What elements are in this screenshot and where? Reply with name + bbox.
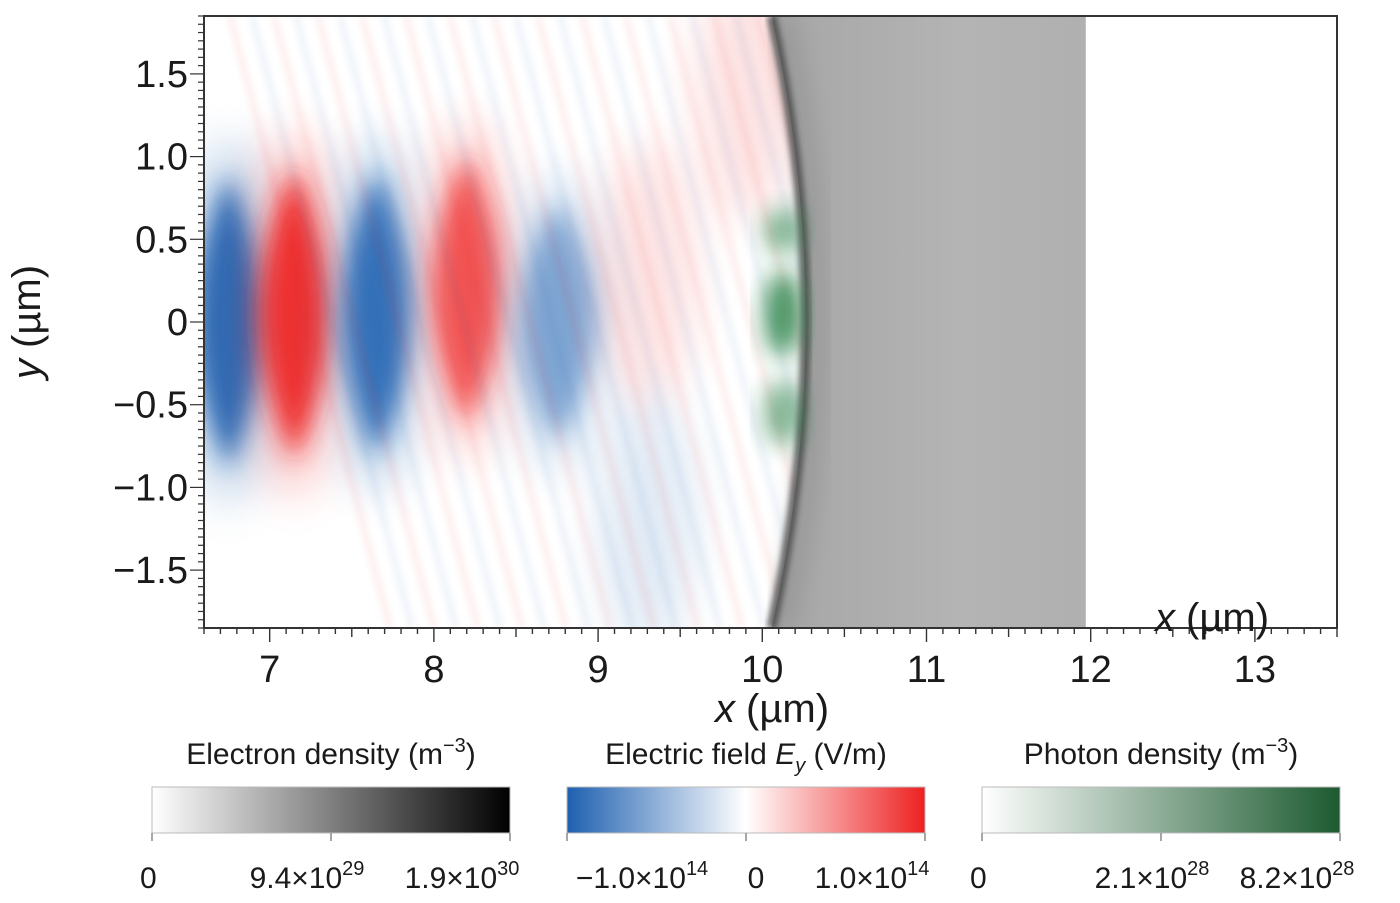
plot-area: 7 8 9 10 11 12 13 1.5 1.0 0.5 0 −0.5 −1.0 −1.5: [113, 15, 1338, 691]
field-texture-stripe: [512, 16, 680, 628]
y-tick-label: −1.0: [113, 467, 188, 509]
field-texture-stripe: [468, 16, 636, 628]
colorbar-tick-label: 2.1×1028: [1095, 858, 1210, 895]
field-texture-stripe: [292, 16, 460, 628]
colorbar-tick-label: 0: [748, 862, 765, 895]
x-axis-ticks: [203, 628, 1338, 642]
field-texture-stripe: [490, 16, 658, 628]
field-texture-stripe: [380, 16, 548, 628]
x-tick-label: 13: [1234, 649, 1276, 691]
field-texture-stripe: [644, 16, 812, 628]
x-tick-label: 11: [907, 649, 946, 691]
field-texture-stripe: [622, 16, 790, 628]
x-tick-label: 8: [423, 649, 444, 691]
colorbar-title: Electric field Ey (V/m): [605, 738, 887, 777]
y-tick-label: 1.0: [135, 137, 188, 179]
field-texture-stripe: [358, 16, 526, 628]
y-tick-label: 0: [167, 302, 188, 344]
plasma-front: [766, 16, 811, 628]
colorbar-tick-label: 9.4×1029: [250, 858, 365, 895]
colorbars: Electron density (m−3)0 9.4×1029 1.9×1030E…: [140, 735, 1354, 895]
x-tick-label: 7: [259, 649, 280, 691]
colorbar-title: Electron density (m−3): [186, 735, 476, 771]
field-texture-stripe: [600, 16, 768, 628]
colorbar-tick-label: 1.9×1030: [405, 858, 520, 895]
field-texture-stripe: [314, 16, 482, 628]
field-texture-stripe: [336, 16, 504, 628]
field-lobe-core: [204, 176, 263, 468]
field-texture-stripe: [424, 16, 592, 628]
colorbar-tick-label: −1.0×1014: [576, 858, 708, 895]
x-axis-title: x (µm): [713, 687, 829, 731]
y-tick-label: 1.5: [135, 54, 188, 96]
x-tick-labels: 7 8 9 10 11 12 13: [259, 649, 1276, 691]
y-axis-title: y (µm): [5, 265, 49, 382]
inner-x-axis-title: x (µm): [1153, 596, 1269, 640]
photon-blob: [764, 379, 801, 447]
y-tick-labels: 1.5 1.0 0.5 0 −0.5 −1.0 −1.5: [113, 54, 188, 592]
electric-field-layer: [204, 16, 944, 628]
colorbar-gradient: [982, 787, 1340, 833]
colorbar-electric-field: Electric field Ey (V/m) −1.0×1014 0 1.0×101…: [566, 738, 930, 895]
colorbar-photon-density: Photon density (m−3) 0 2.1×1028 8.2×1028: [970, 735, 1354, 895]
field-texture-stripe: [534, 16, 702, 628]
photon-blob: [764, 270, 801, 357]
field-texture-stripe: [556, 16, 724, 628]
y-tick-label: 0.5: [135, 219, 188, 261]
photon-density-layer: [764, 207, 801, 447]
x-tick-label: 9: [588, 649, 609, 691]
field-texture-stripe: [446, 16, 614, 628]
y-axis-ticks: [190, 15, 204, 629]
y-tick-label: −1.5: [113, 550, 188, 592]
colorbar-electron-density: Electron density (m−3) 0 9.4×1029 1.9×1030: [140, 735, 519, 895]
colorbar-tick-label: 1.0×1014: [815, 858, 930, 895]
field-texture-stripe: [226, 16, 394, 628]
field-texture-stripe: [270, 16, 438, 628]
y-tick-label: −0.5: [113, 385, 188, 427]
colorbar-gradient: [152, 787, 510, 833]
plasma-front-halo: [773, 16, 825, 628]
colorbar-tick-label: 0: [140, 862, 157, 895]
plasma-slab: [771, 16, 1086, 628]
colorbar-title: Photon density (m−3): [1024, 735, 1299, 771]
field-texture-stripe: [248, 16, 416, 628]
field-texture-stripe: [402, 16, 570, 628]
colorbar-tick-label: 0: [970, 862, 987, 895]
field-texture-stripe: [578, 16, 746, 628]
x-tick-label: 12: [1070, 649, 1112, 691]
x-tick-label: 10: [741, 649, 783, 691]
electron-density-layer: [766, 16, 1089, 628]
colorbar-tick-label: 8.2×1028: [1240, 858, 1355, 895]
photon-blob: [764, 207, 801, 255]
